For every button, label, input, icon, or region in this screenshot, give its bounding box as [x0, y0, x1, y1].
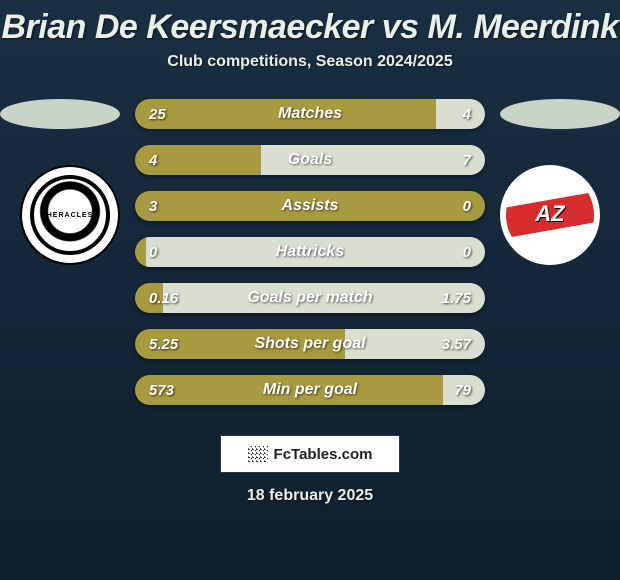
- stat-value-right: 7: [463, 145, 471, 175]
- stat-value-left: 5.25: [149, 329, 178, 359]
- decor-oval-left: [0, 99, 120, 129]
- team-right-badge: AZ: [500, 165, 600, 265]
- stat-label: Assists: [135, 191, 485, 221]
- stat-row: Goals4 7: [135, 145, 485, 175]
- stat-label: Min per goal: [135, 375, 485, 405]
- stat-value-right: 79: [454, 375, 471, 405]
- stat-label: Goals: [135, 145, 485, 175]
- team-left-badge: HERACLES: [20, 165, 120, 265]
- fctables-brand: FcTables.com: [220, 435, 400, 473]
- brand-text: FcTables.com: [274, 446, 373, 463]
- stat-value-left: 0.16: [149, 283, 178, 313]
- stat-value-left: 4: [149, 145, 157, 175]
- comparison-panel: HERACLES AZ Matches254Goals47Assists30Ha…: [0, 99, 620, 419]
- stat-row: Matches25 4: [135, 99, 485, 129]
- stat-label: Shots per goal: [135, 329, 485, 359]
- stat-value-right: 4: [463, 99, 471, 129]
- stat-row: Shots per goal5.25 3.57: [135, 329, 485, 359]
- stat-label: Matches: [135, 99, 485, 129]
- heracles-label: HERACLES: [47, 212, 94, 219]
- stat-value-right: 3.57: [442, 329, 471, 359]
- date-label: 18 february 2025: [0, 487, 620, 505]
- stat-value-left: 3: [149, 191, 157, 221]
- stat-value-right: 1.75: [442, 283, 471, 313]
- decor-oval-right: [500, 99, 620, 129]
- subtitle: Club competitions, Season 2024/2025: [0, 53, 620, 71]
- page-title: Brian De Keersmaecker vs M. Meerdink: [0, 0, 620, 47]
- stat-label: Goals per match: [135, 283, 485, 313]
- stat-row: Assists3 0: [135, 191, 485, 221]
- stat-row: Min per goal573 79: [135, 375, 485, 405]
- stat-value-left: 573: [149, 375, 174, 405]
- stat-row: Goals per match0.16 1.75: [135, 283, 485, 313]
- stat-bars: Matches254Goals47Assists30Hattricks00Goa…: [135, 99, 485, 421]
- az-logo: AZ: [506, 171, 594, 259]
- stat-label: Hattricks: [135, 237, 485, 267]
- stat-value-right: 0: [463, 237, 471, 267]
- chart-icon: [248, 446, 268, 462]
- heracles-logo: HERACLES: [30, 175, 110, 255]
- stat-value-left: 25: [149, 99, 166, 129]
- stat-value-right: 0: [463, 191, 471, 221]
- az-label: AZ: [506, 201, 594, 227]
- stat-row: Hattricks0 0: [135, 237, 485, 267]
- stat-value-left: 0: [149, 237, 157, 267]
